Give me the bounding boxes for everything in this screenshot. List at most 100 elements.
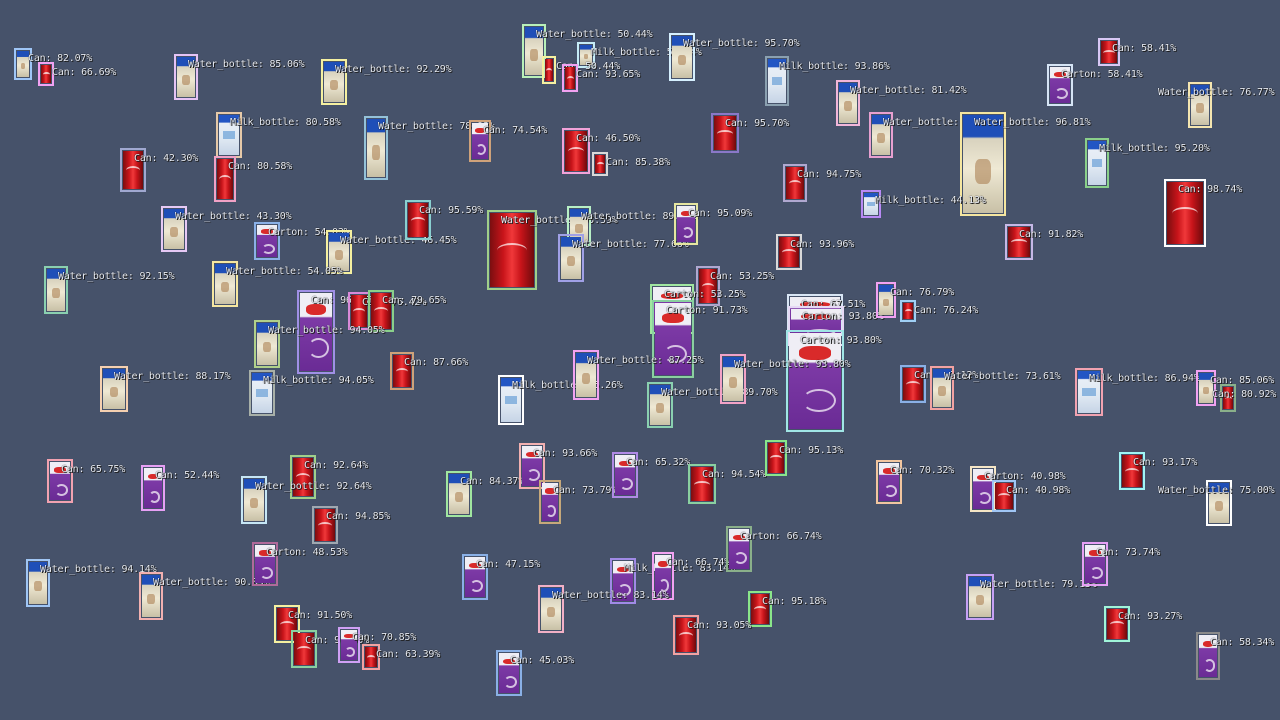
detection-box-carton [674, 203, 698, 245]
carton-thumbnail [499, 653, 519, 693]
water-bottle-thumbnail [215, 264, 235, 304]
detection-label: Can: 45.03% [510, 655, 575, 666]
can-thumbnail [1008, 227, 1030, 257]
detection-label: Can: 92.64% [304, 460, 369, 471]
detection-box-carton [519, 443, 545, 489]
carton-thumbnail [300, 293, 332, 371]
detection-box-carton [610, 558, 636, 604]
detection-label: Water_bottle: 84.72% [883, 117, 1000, 128]
water-bottle-thumbnail [580, 45, 592, 65]
detection-box-water-bottle [1188, 82, 1212, 128]
detection-box-water-bottle [212, 261, 238, 307]
detection-label: Can: 85.38% [606, 157, 671, 168]
detection-label: Milk_bottle: 80.58% [230, 117, 341, 128]
carton-thumbnail [522, 446, 542, 486]
detection-label: Carton: 40.98% [984, 471, 1066, 482]
detection-label: Can: 73.74% [1096, 547, 1161, 558]
detection-box-carton [786, 330, 844, 432]
detection-label: Carton: 48.53% [266, 547, 348, 558]
milk-bottle-thumbnail [1088, 141, 1106, 185]
can-thumbnail [217, 159, 233, 199]
can-thumbnail [545, 59, 553, 81]
detection-label: Water_bottle: 43.30% [175, 211, 292, 222]
detection-box-can [992, 480, 1016, 512]
carton-thumbnail [50, 462, 70, 500]
detection-label: Can: 40.98% [1006, 485, 1071, 496]
milk-bottle-thumbnail [864, 193, 878, 215]
detection-box-water-bottle [241, 476, 267, 524]
carton-thumbnail [542, 483, 558, 521]
water-bottle-thumbnail [576, 353, 596, 397]
detection-label: Can: 76.42% [362, 297, 427, 308]
carton-thumbnail [255, 545, 275, 583]
can-thumbnail [1223, 387, 1233, 409]
can-thumbnail [714, 116, 736, 150]
detection-box-can [1164, 179, 1206, 247]
milk-bottle-thumbnail [252, 373, 272, 413]
detection-box-can [688, 464, 716, 504]
detection-box-carton [462, 554, 488, 600]
detection-label: Can: 70.85% [352, 632, 417, 643]
carton-thumbnail [973, 469, 993, 509]
detection-label: Can: 46.50% [576, 133, 641, 144]
water-bottle-thumbnail [142, 575, 160, 617]
detection-box-can [562, 64, 578, 92]
carton-thumbnail [257, 225, 277, 257]
detection-label: Water_bottle: 95.70% [683, 38, 800, 49]
water-bottle-thumbnail [561, 237, 581, 279]
detection-label: Water_bottle: 46.45% [340, 235, 457, 246]
detection-label: Can: 58.34% [1210, 637, 1275, 648]
water-bottle-thumbnail [933, 369, 951, 407]
detection-label: Water_bottle: 92.29% [335, 64, 452, 75]
detection-label: Can: 87.66% [404, 357, 469, 368]
detection-box-water-bottle [647, 382, 673, 428]
detection-box-can [562, 128, 590, 174]
detection-label: Can: 80.92% [1212, 389, 1277, 400]
detection-box-water-bottle [14, 48, 32, 80]
water-bottle-thumbnail [1191, 85, 1209, 125]
detection-label: Carton: 91.73% [666, 305, 748, 316]
detection-box-milk-bottle [498, 375, 524, 425]
water-bottle-thumbnail [525, 27, 543, 75]
detection-box-can [291, 630, 317, 668]
detection-label: Milk_bottle: 93.86% [779, 61, 890, 72]
can-thumbnail [41, 65, 51, 83]
water-bottle-thumbnail [47, 269, 65, 311]
can-thumbnail [995, 483, 1013, 509]
detection-box-water-bottle [446, 471, 472, 517]
detection-box-can [368, 290, 394, 332]
detection-label: Can: 95.09% [688, 208, 753, 219]
detection-label: Water_bottle: 95.59% [501, 215, 618, 226]
carton-thumbnail [677, 206, 695, 242]
detection-label: Can: 67.51% [801, 299, 866, 310]
detection-box-can [673, 615, 699, 655]
detection-label: Water_bottle: 88.17% [114, 371, 231, 382]
can-thumbnail [699, 269, 717, 303]
detection-label: Can: 80.58% [228, 161, 293, 172]
detection-box-can [592, 152, 608, 176]
detection-label: Milk_bottle: 85.26% [512, 380, 623, 391]
detection-label: Can: 42.30% [134, 153, 199, 164]
detection-label: Can: 95.13% [779, 445, 844, 456]
can-thumbnail [786, 167, 804, 199]
detection-box-can [900, 300, 916, 322]
milk-bottle-thumbnail [219, 115, 239, 155]
detection-box-can [290, 455, 316, 499]
detection-box-carton [47, 459, 73, 503]
detection-box-water-bottle [26, 559, 50, 607]
can-thumbnail [565, 67, 575, 89]
detection-label: Water_bottle: 78.08% [378, 121, 495, 132]
detection-label: Milk_bottle: 50.44% [591, 47, 702, 58]
can-thumbnail [393, 355, 411, 387]
detection-box-water-bottle [522, 24, 546, 78]
detection-label: Water_bottle: 50.44% [536, 29, 653, 40]
detection-label: Can: 65.32% [626, 457, 691, 468]
water-bottle-thumbnail [650, 385, 670, 425]
detection-label: Can: 93.05% [687, 620, 752, 631]
detection-box-carton [338, 627, 360, 663]
detection-box-can [696, 266, 720, 306]
detection-label: Water_bottle: 75.00% [1158, 485, 1275, 496]
detection-label: Water_bottle: 87.25% [587, 355, 704, 366]
detection-label: Can: 84.37% [460, 476, 525, 487]
can-thumbnail [903, 303, 913, 319]
